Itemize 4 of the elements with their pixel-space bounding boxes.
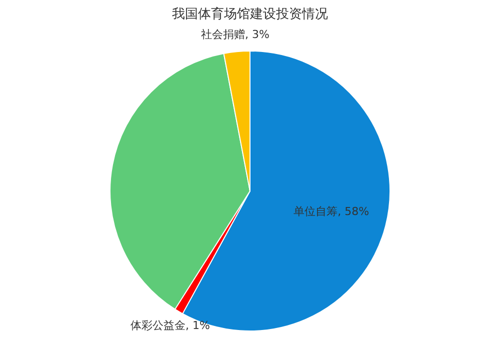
slice-label: 体彩公益金, 1% — [130, 318, 210, 332]
slice-label: 单位自筹, 58% — [294, 204, 370, 218]
slice-label: 社会捐赠, 3% — [201, 28, 270, 41]
chart-title: 我国体育场馆建设投资情况 — [172, 6, 328, 22]
